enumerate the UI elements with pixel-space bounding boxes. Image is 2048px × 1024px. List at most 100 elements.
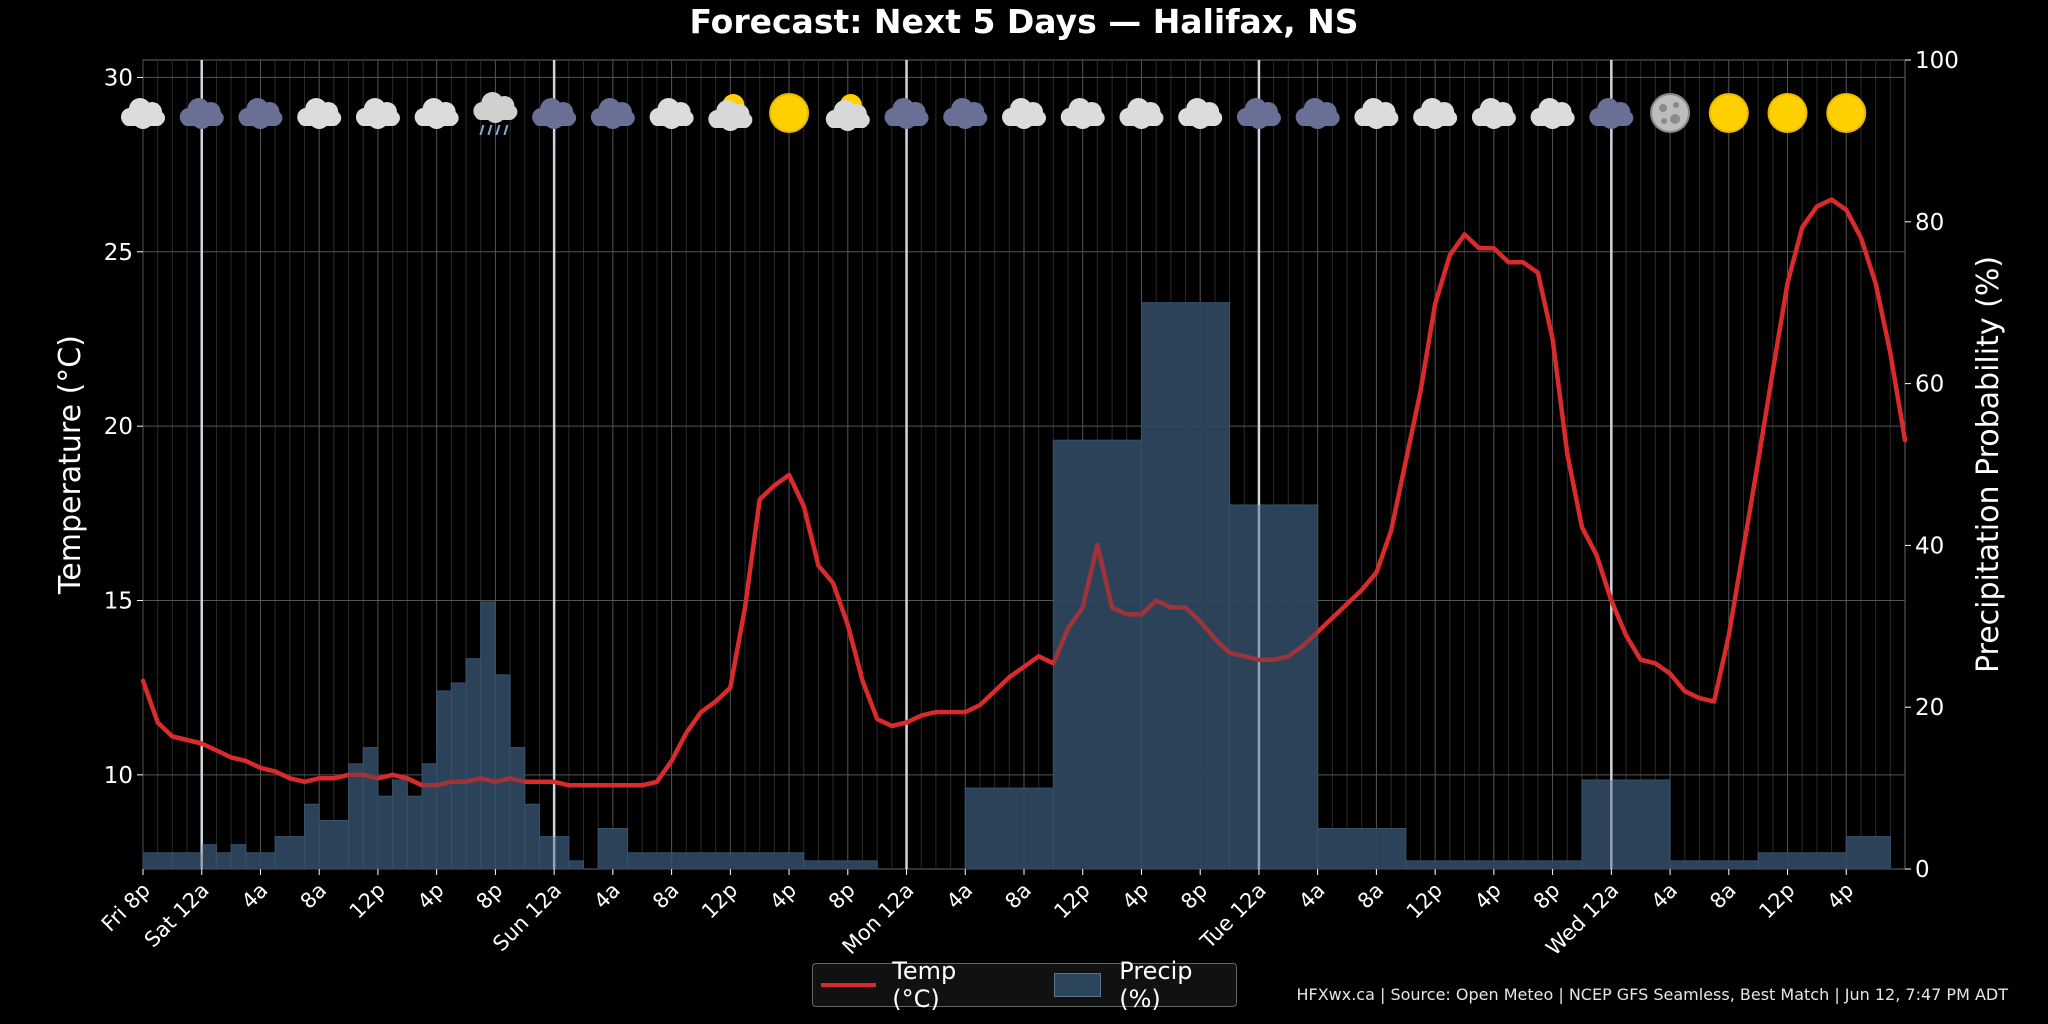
precip-bar-overlay xyxy=(803,860,878,869)
cloud-icon xyxy=(1530,98,1575,129)
x-tick-label: 8a xyxy=(296,878,332,914)
source-footer: HFXwx.ca | Source: Open Meteo | NCEP GFS… xyxy=(1296,985,2008,1004)
precip-bar xyxy=(964,787,1054,870)
dark-cloud-icon xyxy=(1589,98,1634,129)
precip-bar-overlay xyxy=(216,852,232,869)
rain-drop xyxy=(479,124,485,136)
moon-crater xyxy=(1670,114,1681,124)
precip-bar xyxy=(318,819,350,870)
cloud-icon xyxy=(1413,98,1458,129)
precip-bar xyxy=(1229,504,1319,870)
precip-bar-overlay xyxy=(480,602,496,869)
precip-bar-overlay xyxy=(319,820,349,869)
precip-bar-overlay xyxy=(627,852,672,869)
legend: Temp (°C) Precip (%) xyxy=(812,957,1237,1013)
cloud-icon xyxy=(355,98,400,129)
cloud-icon xyxy=(121,98,165,129)
x-tick-label: 4a xyxy=(1647,878,1683,914)
y-tick-label-left: 15 xyxy=(104,588,133,614)
precip-bar-overlay xyxy=(304,804,320,869)
x-tick-label: 4a xyxy=(237,878,273,914)
x-tick-label: 8a xyxy=(1353,878,1389,914)
moon-crater xyxy=(1659,104,1668,112)
x-tick-label: 8a xyxy=(1705,878,1741,914)
sun-icon xyxy=(1767,93,1808,133)
cloud-icon xyxy=(1178,98,1223,129)
y-tick-label-left: 10 xyxy=(104,763,133,789)
sun-icon xyxy=(1708,93,1749,133)
precip-bar xyxy=(1581,779,1671,870)
precip-bar-overlay xyxy=(407,796,422,869)
precip-bar-overlay xyxy=(1229,504,1318,869)
precip-bar-overlay xyxy=(392,780,408,869)
precip-bar-overlay xyxy=(172,852,202,869)
cloud-icon xyxy=(1354,98,1399,129)
precip-bar xyxy=(597,828,629,870)
x-tick-label: 12p xyxy=(1402,878,1447,923)
precip-bar-overlay xyxy=(363,747,378,869)
precip-bar-overlay xyxy=(495,674,511,869)
x-tick-label: 12p xyxy=(697,878,742,923)
precip-bar xyxy=(1317,828,1407,870)
precip-bar-overlay xyxy=(524,804,540,869)
x-tick-label: 4p xyxy=(413,878,449,914)
y-axis-label-left: Temperature (°C) xyxy=(53,335,88,595)
y-tick-label-right: 80 xyxy=(1915,210,1944,236)
x-tick-label: 4p xyxy=(1470,878,1506,914)
precip-bar xyxy=(1140,302,1231,870)
partly-sunny-icon xyxy=(708,100,753,131)
dark-cloud-icon xyxy=(532,98,577,129)
moon-crater xyxy=(1673,102,1680,108)
rain-drop xyxy=(487,124,493,136)
x-tick-label: Sat 12a xyxy=(140,878,214,952)
dark-cloud-icon xyxy=(238,98,283,129)
cloud-icon xyxy=(1471,98,1516,129)
x-tick-label: 8a xyxy=(1000,878,1036,914)
x-tick-label: 8p xyxy=(1529,878,1565,914)
x-tick-label: 8p xyxy=(472,878,508,914)
precip-bar-overlay xyxy=(1581,780,1671,869)
y-axis-label-right: Precipitation Probability (%) xyxy=(1971,256,2006,673)
precip-bar-overlay xyxy=(965,788,1054,869)
precip-bar-overlay xyxy=(1317,828,1406,869)
precip-bar-overlay xyxy=(1405,860,1582,869)
dark-cloud-icon xyxy=(884,98,929,129)
moon-crater xyxy=(1661,118,1668,124)
precip-bar-overlay xyxy=(275,836,305,869)
x-tick-label: 8p xyxy=(1176,878,1212,914)
partly-sunny-icon xyxy=(825,100,870,131)
y-tick-label-left: 30 xyxy=(104,65,133,91)
cloud-icon xyxy=(414,98,459,129)
y-tick-label-right: 40 xyxy=(1915,533,1944,559)
legend-precip-label: Precip (%) xyxy=(1119,957,1193,1013)
dark-cloud-icon xyxy=(1236,98,1281,129)
precip-bar-overlay xyxy=(539,836,555,869)
legend-precip-swatch xyxy=(1053,973,1102,997)
precip-bar-overlay xyxy=(671,852,804,869)
precip-bar-overlay xyxy=(598,828,628,869)
precip-bar xyxy=(803,860,878,870)
dark-cloud-icon xyxy=(590,98,635,129)
precip-bar-overlay xyxy=(245,852,276,869)
precip-bar-overlay xyxy=(554,836,569,869)
y-tick-label-right: 20 xyxy=(1915,695,1944,721)
cloud-icon xyxy=(1119,98,1164,129)
x-tick-label: 4a xyxy=(589,878,625,914)
precip-bar xyxy=(274,836,306,870)
x-tick-label: 12p xyxy=(1049,878,1094,923)
precip-bar-overlay xyxy=(1670,860,1759,869)
y-tick-label-right: 100 xyxy=(1915,48,1959,74)
cloud-icon xyxy=(297,98,342,129)
precip-bar-overlay xyxy=(377,796,393,869)
cloud-icon xyxy=(1002,98,1046,129)
precip-bar-overlay xyxy=(451,682,467,869)
x-tick-label: 12p xyxy=(345,878,390,923)
precip-bar-overlay xyxy=(143,852,173,869)
precip-bar-overlay xyxy=(436,691,452,869)
precip-bar-overlay xyxy=(348,763,364,869)
cloud-icon xyxy=(649,98,694,129)
precip-bar-overlay xyxy=(231,844,246,869)
rain-cloud-icon xyxy=(473,92,518,123)
x-tick-label: 4a xyxy=(1294,878,1330,914)
